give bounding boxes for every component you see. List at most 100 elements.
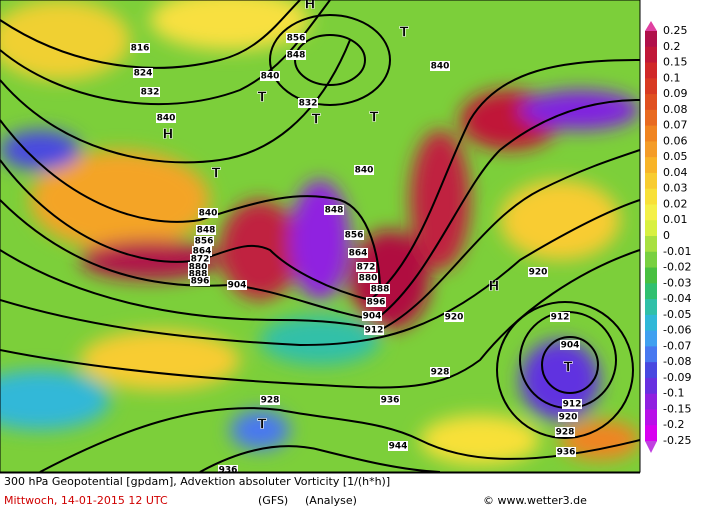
legend-label: 0 <box>663 229 670 242</box>
legend-label: -0.08 <box>663 355 691 368</box>
contour-label: 840 <box>355 166 374 176</box>
contour-label-box <box>156 113 176 123</box>
contour-label-box <box>562 399 582 409</box>
legend-label: 0.07 <box>663 119 688 132</box>
footer-date: Mittwoch, 14-01-2015 12 UTC <box>4 494 168 507</box>
legend-swatch <box>645 141 657 158</box>
map: 8168248328408568488408328408488408488568… <box>0 0 640 476</box>
contour-label: 928 <box>261 396 280 406</box>
legend-swatch <box>645 377 657 395</box>
legend-label: 0.09 <box>663 87 688 100</box>
contour-label: 872 <box>357 263 376 273</box>
legend-label: -0.15 <box>663 402 691 415</box>
contour-label: 832 <box>141 88 160 98</box>
contour-label-box <box>190 254 210 264</box>
legend-label: -0.02 <box>663 261 691 274</box>
contour-label-box <box>430 61 450 71</box>
contour-label-box <box>227 280 247 290</box>
contour-label: 896 <box>191 277 210 287</box>
contour-label: 864 <box>349 249 368 259</box>
contour-label-box <box>362 311 382 321</box>
contour-label-box <box>133 68 153 78</box>
contour-label: 936 <box>219 466 238 476</box>
contour-label-box <box>286 50 306 60</box>
legend-swatch <box>645 204 657 221</box>
contour-label: 864 <box>193 247 212 257</box>
legend-swatch <box>645 346 657 363</box>
legend-label: -0.1 <box>663 387 684 400</box>
legend-swatch <box>645 157 657 174</box>
contour-label-box <box>358 273 378 283</box>
contour-label-box <box>444 312 464 322</box>
legend-swatch <box>645 283 657 300</box>
contour-label-box <box>130 43 150 53</box>
contour-label: 912 <box>551 313 570 323</box>
vorticity-field <box>0 0 640 465</box>
contour-label: 904 <box>228 281 247 291</box>
pressure-center: H <box>163 128 174 143</box>
legend-label: -0.09 <box>663 371 691 384</box>
contour-label-box <box>260 71 280 81</box>
pressure-center: T <box>370 111 379 126</box>
legend-swatch <box>645 299 657 316</box>
contour-label: 888 <box>371 285 390 295</box>
contour-label: 840 <box>157 114 176 124</box>
contour-label: 896 <box>367 298 386 308</box>
pressure-center: T <box>258 91 267 106</box>
legend-swatch <box>645 267 657 284</box>
legend-swatch <box>645 125 657 142</box>
contour-label-box <box>354 165 374 175</box>
contour-label-box <box>388 441 408 451</box>
legend-swatch <box>645 220 657 237</box>
legend-label: -0.05 <box>663 308 691 321</box>
map-frame <box>0 0 641 473</box>
legend-label: 0.15 <box>663 56 688 69</box>
legend-label: -0.03 <box>663 276 691 289</box>
contour-label: 816 <box>131 44 150 54</box>
contour-label: 840 <box>261 72 280 82</box>
legend-swatch <box>645 330 657 347</box>
contour-label: 832 <box>299 99 318 109</box>
legend-swatch <box>645 409 657 426</box>
contour-label: 840 <box>431 62 450 72</box>
contour-label: 880 <box>359 274 378 284</box>
contour-label-box <box>430 367 450 377</box>
contour-label: 920 <box>559 413 578 423</box>
contour-label-box <box>356 262 376 272</box>
legend-swatch <box>645 172 657 190</box>
contour-label-box <box>188 269 208 279</box>
pressure-center: T <box>258 418 267 433</box>
contour-label-box <box>218 465 238 472</box>
contour-label: 928 <box>556 428 575 438</box>
footer-title: 300 hPa Geopotential [gpdam], Advektion … <box>4 475 390 488</box>
contour-label-box <box>198 208 218 218</box>
footer-run: (Analyse) <box>305 494 357 507</box>
contour-label-box <box>298 98 318 108</box>
contour-label: 824 <box>134 69 153 79</box>
contour-label: 904 <box>561 341 580 351</box>
contour-label-box <box>344 230 364 240</box>
legend-label: 0.05 <box>663 150 688 163</box>
contour-label-box <box>558 412 578 422</box>
legend-swatch <box>645 236 657 253</box>
contour-label: 856 <box>287 34 306 44</box>
legend-swatch <box>645 62 657 79</box>
contour-label-box <box>364 325 384 335</box>
legend-label: -0.25 <box>663 434 691 447</box>
contour-label-box <box>260 395 280 405</box>
contour-label-box <box>348 248 368 258</box>
legend-swatch <box>645 393 657 410</box>
contour-label: 856 <box>195 237 214 247</box>
contour-label-box <box>555 427 575 437</box>
contour-label-box <box>194 236 214 246</box>
map-labels: 8168248328408568488408328408488408488568… <box>130 0 582 476</box>
footer: 300 hPa Geopotential [gpdam], Advektion … <box>4 475 587 507</box>
legend-swatch <box>645 94 657 111</box>
contour-label: 936 <box>557 448 576 458</box>
legend-label: 0.1 <box>663 71 681 84</box>
contour-label: 856 <box>345 231 364 241</box>
legend-swatch <box>645 425 657 442</box>
contour-label-box <box>324 205 344 215</box>
legend-swatch <box>645 31 657 48</box>
